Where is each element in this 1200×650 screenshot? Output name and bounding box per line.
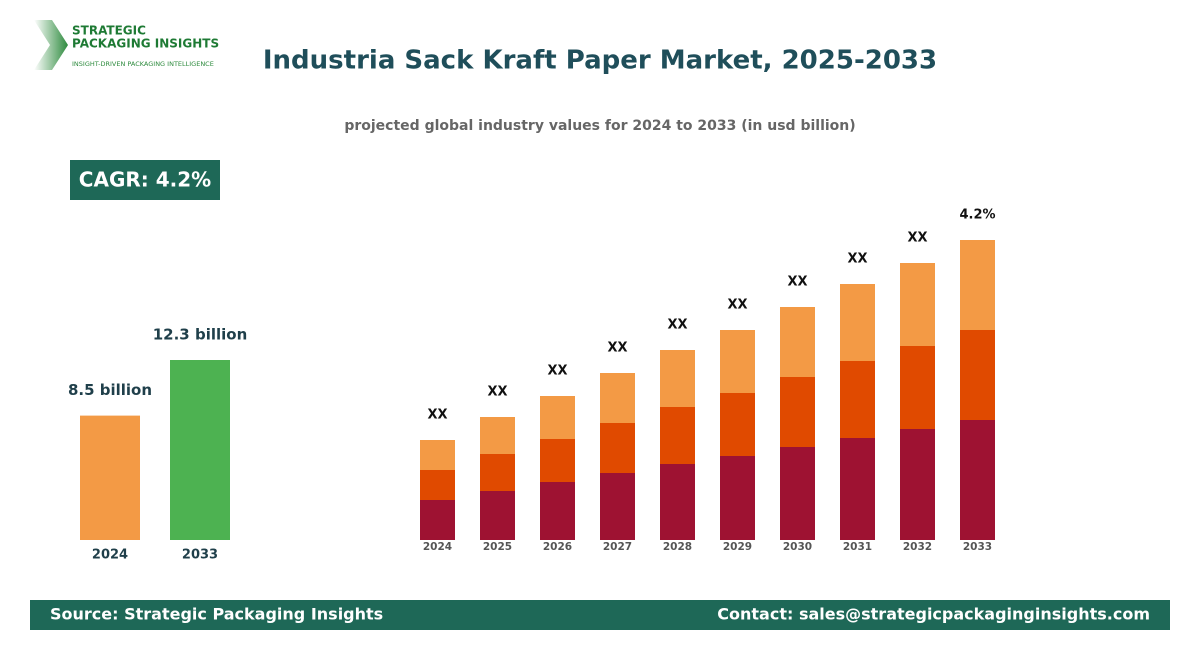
bar-segment xyxy=(480,491,515,540)
bar-segment xyxy=(840,361,875,438)
bar xyxy=(170,360,230,540)
x-tick-label: 2033 xyxy=(963,541,992,553)
bar-segment xyxy=(600,473,635,540)
bar-segment xyxy=(420,500,455,540)
bar xyxy=(80,415,140,540)
bar-top-label: XX xyxy=(427,408,447,423)
chart-subtitle: projected global industry values for 202… xyxy=(344,118,855,134)
x-tick-label: 2031 xyxy=(843,541,872,553)
bar-segment xyxy=(420,440,455,470)
bar-segment xyxy=(900,429,935,540)
bar-segment xyxy=(540,396,575,439)
x-tick-label: 2024 xyxy=(423,541,452,553)
bar-segment xyxy=(780,447,815,540)
bar-top-label: XX xyxy=(847,252,867,267)
bar-segment xyxy=(420,470,455,500)
bar-segment xyxy=(600,373,635,423)
value-label: 12.3 billion xyxy=(153,326,248,344)
bar-segment xyxy=(960,240,995,330)
bar-top-label: 4.2% xyxy=(959,208,995,223)
bar-segment xyxy=(780,307,815,377)
bar-segment xyxy=(840,438,875,540)
bar-segment xyxy=(960,330,995,420)
x-tick-label: 2029 xyxy=(723,541,752,553)
bar-segment xyxy=(480,417,515,454)
bar-segment xyxy=(780,377,815,447)
bar-segment xyxy=(960,420,995,540)
bar-segment xyxy=(540,482,575,540)
bar-segment xyxy=(720,393,755,456)
bar-top-label: XX xyxy=(907,231,927,246)
x-tick-label: 2030 xyxy=(783,541,812,553)
bar-segment xyxy=(660,350,695,407)
logo-mark xyxy=(34,20,68,70)
bar-top-label: XX xyxy=(547,364,567,379)
chart-title: Industria Sack Kraft Paper Market, 2025-… xyxy=(263,46,937,76)
x-tick-label: 2024 xyxy=(92,548,128,563)
bar-segment xyxy=(900,263,935,346)
bar-top-label: XX xyxy=(607,341,627,356)
bar-segment xyxy=(720,330,755,393)
x-tick-label: 2033 xyxy=(182,548,218,563)
bar-top-label: XX xyxy=(487,385,507,400)
logo-text: STRATEGIC xyxy=(72,24,146,38)
bar-segment xyxy=(660,407,695,464)
bar-segment xyxy=(480,454,515,491)
bar-segment xyxy=(600,423,635,473)
bar-segment xyxy=(900,346,935,429)
bar-top-label: XX xyxy=(787,275,807,290)
footer-contact: Contact: sales@strategicpackaginginsight… xyxy=(717,605,1150,624)
bar-top-label: XX xyxy=(727,298,747,313)
bar-segment xyxy=(660,464,695,540)
cagr-text: CAGR: 4.2% xyxy=(79,168,211,192)
footer-bar xyxy=(30,600,1170,630)
footer-source: Source: Strategic Packaging Insights xyxy=(50,605,383,624)
bar-segment xyxy=(540,439,575,482)
x-tick-label: 2028 xyxy=(663,541,692,553)
value-label: 8.5 billion xyxy=(68,381,152,399)
bar-segment xyxy=(840,284,875,361)
logo-text: PACKAGING INSIGHTS xyxy=(72,37,219,51)
bar-segment xyxy=(720,456,755,540)
bar-top-label: XX xyxy=(667,318,687,333)
logo-tagline: INSIGHT-DRIVEN PACKAGING INTELLIGENCE xyxy=(72,60,214,68)
cagr-badge xyxy=(70,160,220,200)
x-tick-label: 2026 xyxy=(543,541,572,553)
x-tick-label: 2025 xyxy=(483,541,512,553)
x-tick-label: 2027 xyxy=(603,541,632,553)
x-tick-label: 2032 xyxy=(903,541,932,553)
